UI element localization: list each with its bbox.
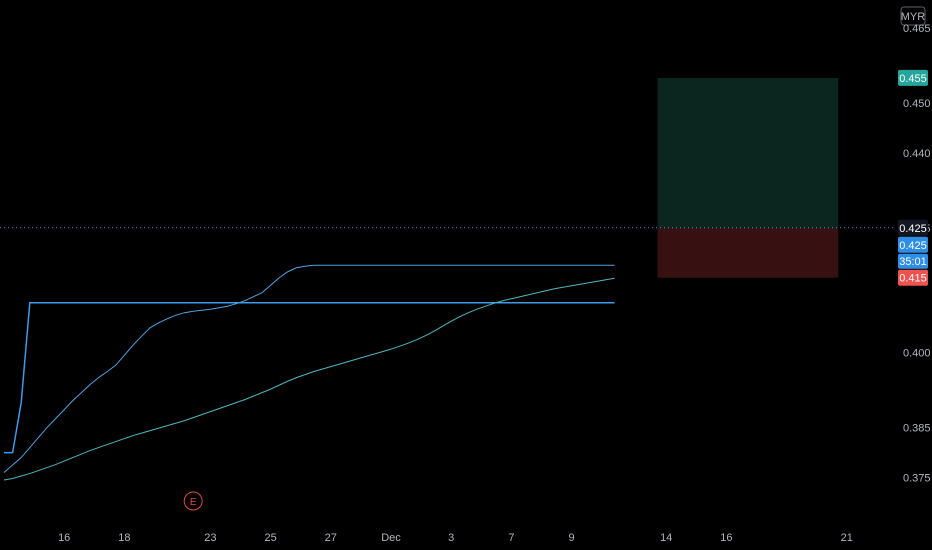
price-axis[interactable]: MYR 0.4650.4500.4400.4250.4000.3850.375 …	[898, 6, 931, 485]
x-tick-label: 18	[118, 532, 130, 544]
x-tick-label: 14	[660, 532, 672, 544]
y-tick-label: 0.440	[903, 148, 931, 160]
x-tick-label: 7	[508, 532, 514, 544]
earnings-marker[interactable]: E	[183, 491, 203, 511]
y-tick-label: 0.465	[903, 23, 931, 35]
stop-price-tag-bg	[898, 269, 928, 286]
x-tick-label: Dec	[381, 532, 401, 544]
stop-price-tag: 0.415	[899, 273, 927, 285]
entry-price-tag: 0.425	[899, 240, 927, 252]
x-tick-label: 16	[720, 532, 732, 544]
series-moving-average-slow	[3, 277, 615, 481]
x-tick-label: 16	[58, 532, 70, 544]
last-price-tag: 0.425	[899, 223, 927, 235]
countdown-tag: 35:01	[899, 256, 927, 268]
currency-label: MYR	[901, 11, 926, 23]
x-tick-label: 3	[448, 532, 454, 544]
last-price-tag-bg	[898, 219, 928, 236]
time-axis[interactable]: 16 18 23 25 27 Dec 3 7 9 14 16 21	[58, 532, 853, 544]
x-tick-label: 25	[264, 532, 276, 544]
series-moving-average-fast	[3, 264, 615, 473]
x-tick-label: 23	[204, 532, 216, 544]
earnings-label: E	[190, 497, 197, 508]
profit-zone	[657, 77, 839, 228]
series-price	[4, 301, 615, 454]
x-ticks: 16 18 23 25 27 Dec 3 7 9 14 16 21	[58, 532, 853, 544]
y-tick-label: 0.400	[903, 348, 931, 360]
price-tags: 0.455 0.425 0.425 35:01 0.415	[898, 69, 928, 286]
countdown-tag-bg	[898, 253, 928, 269]
x-tick-label: 27	[325, 532, 337, 544]
earnings-circle	[183, 491, 203, 511]
loss-zone	[657, 227, 839, 278]
y-tick-label: 0.450	[903, 98, 931, 110]
target-price-tag: 0.455	[899, 73, 927, 85]
x-tick-label: 9	[569, 532, 575, 544]
plot-area[interactable]	[0, 77, 896, 481]
currency-badge[interactable]: MYR	[900, 6, 926, 26]
entry-price-tag-bg	[898, 236, 928, 253]
x-tick-label: 21	[841, 532, 853, 544]
y-tick-label: 0.385	[903, 423, 931, 435]
y-tick-label: 0.375	[903, 473, 931, 485]
target-price-tag-bg	[898, 69, 928, 86]
